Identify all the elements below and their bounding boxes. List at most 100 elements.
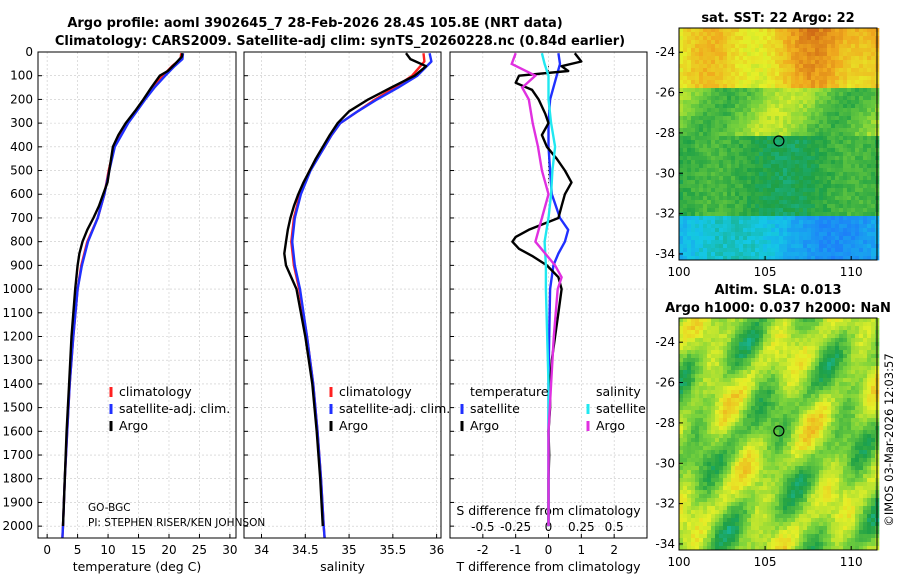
map-cell bbox=[703, 318, 708, 323]
map-cell bbox=[835, 60, 840, 65]
map-cell bbox=[699, 410, 704, 415]
map-cell bbox=[827, 96, 832, 101]
map-cell bbox=[723, 318, 728, 323]
legend-label: Argo bbox=[470, 418, 499, 433]
map-cell bbox=[739, 100, 744, 105]
map-cell bbox=[783, 374, 788, 379]
map-cell bbox=[759, 192, 764, 197]
map-cell bbox=[731, 462, 736, 467]
map-cell bbox=[839, 180, 844, 185]
map-cell bbox=[835, 172, 840, 177]
map-cell bbox=[679, 112, 684, 117]
map-cell bbox=[695, 252, 700, 257]
map-cell bbox=[727, 72, 732, 77]
map-cell bbox=[871, 366, 876, 371]
map-cell bbox=[711, 212, 716, 217]
map-cell bbox=[711, 334, 716, 339]
map-cell bbox=[723, 342, 728, 347]
map-cell bbox=[771, 160, 776, 165]
map-cell bbox=[759, 434, 764, 439]
map-cell bbox=[827, 136, 832, 141]
map-cell bbox=[787, 378, 792, 383]
map-cell bbox=[839, 358, 844, 363]
map-cell bbox=[711, 390, 716, 395]
map-cell bbox=[835, 152, 840, 157]
map-cell bbox=[847, 208, 852, 213]
map-cell bbox=[863, 112, 868, 117]
map-cell bbox=[747, 92, 752, 97]
y-tick-label: 1500 bbox=[2, 401, 33, 415]
map-cell bbox=[827, 44, 832, 49]
map-cell bbox=[787, 326, 792, 331]
map-cell bbox=[855, 176, 860, 181]
map-cell bbox=[827, 434, 832, 439]
map-cell bbox=[763, 104, 768, 109]
map-cell bbox=[711, 370, 716, 375]
map-cell bbox=[839, 168, 844, 173]
map-cell bbox=[775, 140, 780, 145]
map-cell bbox=[871, 318, 876, 323]
map-cell bbox=[691, 156, 696, 161]
map-cell bbox=[691, 346, 696, 351]
map-cell bbox=[855, 256, 860, 261]
map-cell bbox=[771, 362, 776, 367]
map-cell bbox=[735, 342, 740, 347]
map-cell bbox=[759, 224, 764, 229]
map-cell bbox=[815, 160, 820, 165]
map-cell bbox=[847, 100, 852, 105]
map-cell bbox=[867, 398, 872, 403]
map-cell bbox=[867, 426, 872, 431]
map-cell bbox=[719, 132, 724, 137]
map-cell bbox=[863, 220, 868, 225]
map-cell bbox=[839, 96, 844, 101]
map-cell bbox=[703, 128, 708, 133]
map-cell bbox=[715, 446, 720, 451]
map-cell bbox=[683, 212, 688, 217]
map-cell bbox=[807, 248, 812, 253]
map-cell bbox=[731, 390, 736, 395]
map-cell bbox=[859, 370, 864, 375]
map-cell bbox=[715, 318, 720, 323]
map-cell bbox=[699, 60, 704, 65]
y-tick-label: 1800 bbox=[2, 472, 33, 486]
map-cell bbox=[735, 410, 740, 415]
map-cell bbox=[775, 240, 780, 245]
map-cell bbox=[783, 450, 788, 455]
map-cell bbox=[807, 212, 812, 217]
map-cell bbox=[779, 248, 784, 253]
map-cell bbox=[843, 164, 848, 169]
map-cell bbox=[859, 184, 864, 189]
map-cell bbox=[727, 64, 732, 69]
map-cell bbox=[767, 132, 772, 137]
map-cell bbox=[791, 80, 796, 85]
map-cell bbox=[703, 168, 708, 173]
map-cell bbox=[863, 256, 868, 261]
map-cell bbox=[691, 160, 696, 165]
map-cell bbox=[803, 240, 808, 245]
map-cell bbox=[827, 358, 832, 363]
map-cell bbox=[731, 128, 736, 133]
map-cell bbox=[831, 426, 836, 431]
map-cell bbox=[711, 458, 716, 463]
map-cell bbox=[695, 32, 700, 37]
map-cell bbox=[823, 410, 828, 415]
map-cell bbox=[707, 370, 712, 375]
map-cell bbox=[867, 180, 872, 185]
map-cell bbox=[715, 394, 720, 399]
map-cell bbox=[679, 426, 684, 431]
map-cell bbox=[843, 236, 848, 241]
map-cell bbox=[703, 426, 708, 431]
map-cell bbox=[847, 68, 852, 73]
map-cell bbox=[743, 442, 748, 447]
map-cell bbox=[843, 196, 848, 201]
map-cell bbox=[791, 252, 796, 257]
map-cell bbox=[727, 414, 732, 419]
map-cell bbox=[855, 338, 860, 343]
map-cell bbox=[771, 438, 776, 443]
map-cell bbox=[811, 140, 816, 145]
map-cell bbox=[723, 52, 728, 57]
map-cell bbox=[691, 168, 696, 173]
map-cell bbox=[731, 386, 736, 391]
map-cell bbox=[843, 172, 848, 177]
map-cell bbox=[695, 108, 700, 113]
